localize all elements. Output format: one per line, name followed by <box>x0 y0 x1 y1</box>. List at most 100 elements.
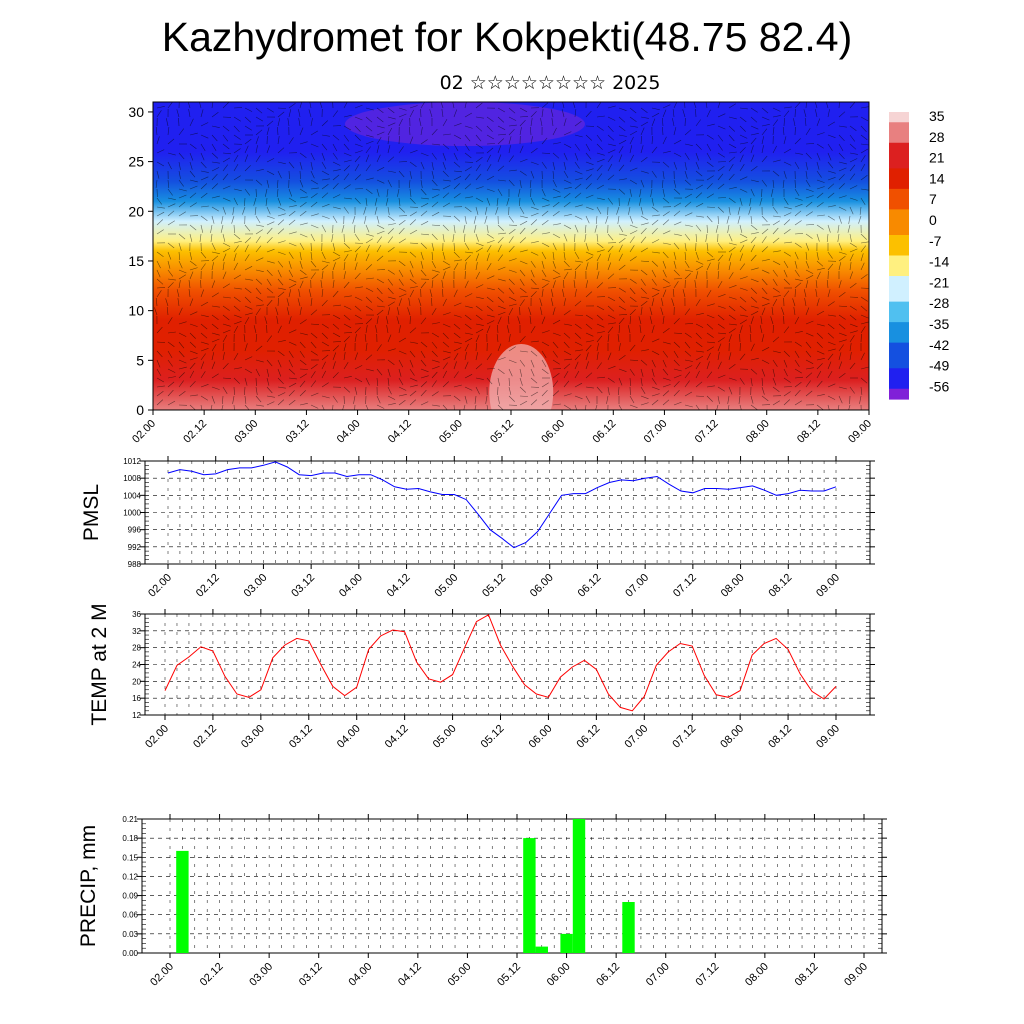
wind-barb <box>453 152 458 161</box>
wind-barb <box>706 123 715 127</box>
wind-barb <box>288 109 292 118</box>
wind-barb <box>618 377 623 386</box>
wind-barb <box>684 143 693 146</box>
wind-barb <box>684 201 692 208</box>
wind-barb <box>772 220 780 226</box>
wind-barb <box>728 352 732 361</box>
wind-barb <box>552 403 561 406</box>
wind-barb <box>519 350 528 353</box>
wind-barb <box>739 244 745 253</box>
wind-barb <box>508 296 517 301</box>
wind-barb <box>255 368 260 377</box>
wind-barb <box>673 269 680 276</box>
wind-barb <box>189 118 194 127</box>
wind-barb <box>189 298 194 307</box>
wind-barb <box>739 305 747 312</box>
wind-barb <box>783 161 792 166</box>
wind-barb <box>639 197 642 206</box>
wind-barb <box>640 145 644 154</box>
wind-barb <box>310 152 315 161</box>
wind-barb <box>431 280 434 289</box>
wind-barb <box>684 193 693 199</box>
wind-barb <box>167 278 176 281</box>
wind-barb <box>816 341 823 348</box>
wind-barb <box>200 205 209 208</box>
wind-barb <box>508 155 514 163</box>
wind-barb <box>486 116 494 122</box>
colorbar-band <box>889 183 909 190</box>
wind-barb <box>772 170 780 177</box>
wind-barb <box>475 334 480 343</box>
colorbar-band <box>889 265 909 272</box>
wind-barb <box>167 317 173 325</box>
wind-barb <box>475 305 483 312</box>
wind-barb <box>563 131 572 136</box>
wind-barb <box>838 305 848 307</box>
wind-barb <box>189 170 196 178</box>
wind-barb <box>541 161 547 169</box>
wind-barb <box>827 404 830 410</box>
wind-barb <box>167 260 171 269</box>
wind-barb <box>178 359 187 364</box>
wind-barb <box>596 164 603 172</box>
wind-barb <box>673 401 682 406</box>
wind-barb <box>684 371 691 379</box>
x-tick-label: 09.00 <box>814 572 842 600</box>
wind-barb <box>783 219 791 226</box>
x-tick-label: 03.00 <box>239 723 267 751</box>
colorbar-band <box>889 332 909 339</box>
wind-barb <box>266 236 273 244</box>
wind-barb <box>859 206 862 215</box>
wind-barb <box>682 109 686 118</box>
wind-barb <box>673 233 682 236</box>
wind-barb <box>277 228 285 235</box>
wind-barb <box>420 179 423 188</box>
wind-barb <box>154 307 158 316</box>
wind-barb <box>288 219 296 226</box>
wind-barb <box>728 233 733 242</box>
wind-barb <box>420 203 429 208</box>
colorbar-band <box>889 393 909 400</box>
wind-barb <box>288 283 297 289</box>
wind-barb <box>277 260 284 268</box>
wind-barb <box>738 395 741 404</box>
wind-barb <box>277 240 286 244</box>
wind-barb <box>310 404 319 409</box>
wind-barb <box>618 154 623 163</box>
wind-barb <box>299 380 306 388</box>
wind-barb <box>343 184 351 190</box>
wind-barb <box>684 341 691 349</box>
wind-barb <box>398 238 406 244</box>
wind-barb <box>387 334 392 343</box>
wind-barb <box>761 145 764 154</box>
wind-barb <box>739 197 743 206</box>
wind-barb <box>486 188 495 192</box>
wind-barb <box>442 185 451 190</box>
colorbar-band <box>889 347 909 354</box>
wind-barb <box>319 102 323 109</box>
wind-barb <box>321 288 324 298</box>
wind-barb <box>563 279 565 289</box>
wind-barb <box>409 289 414 298</box>
wind-barb <box>849 197 858 201</box>
wind-barb <box>486 404 489 410</box>
x-tick-label: 02.00 <box>148 961 176 989</box>
wind-barb <box>288 377 297 380</box>
wind-barb <box>673 210 681 217</box>
wind-barb <box>827 109 830 118</box>
wind-barb <box>475 271 480 280</box>
wind-barb <box>178 372 185 379</box>
wind-barb <box>728 186 737 190</box>
wind-barb <box>211 373 219 379</box>
wind-barb <box>255 296 263 302</box>
wind-barb <box>431 143 441 146</box>
wind-barb <box>255 395 262 403</box>
wind-barb <box>176 289 180 298</box>
wind-barb <box>805 102 807 109</box>
wind-barb <box>354 143 363 147</box>
wind-barb <box>673 350 679 358</box>
wind-barb <box>266 395 275 398</box>
wind-barb <box>277 269 282 278</box>
wind-barb <box>728 103 736 109</box>
